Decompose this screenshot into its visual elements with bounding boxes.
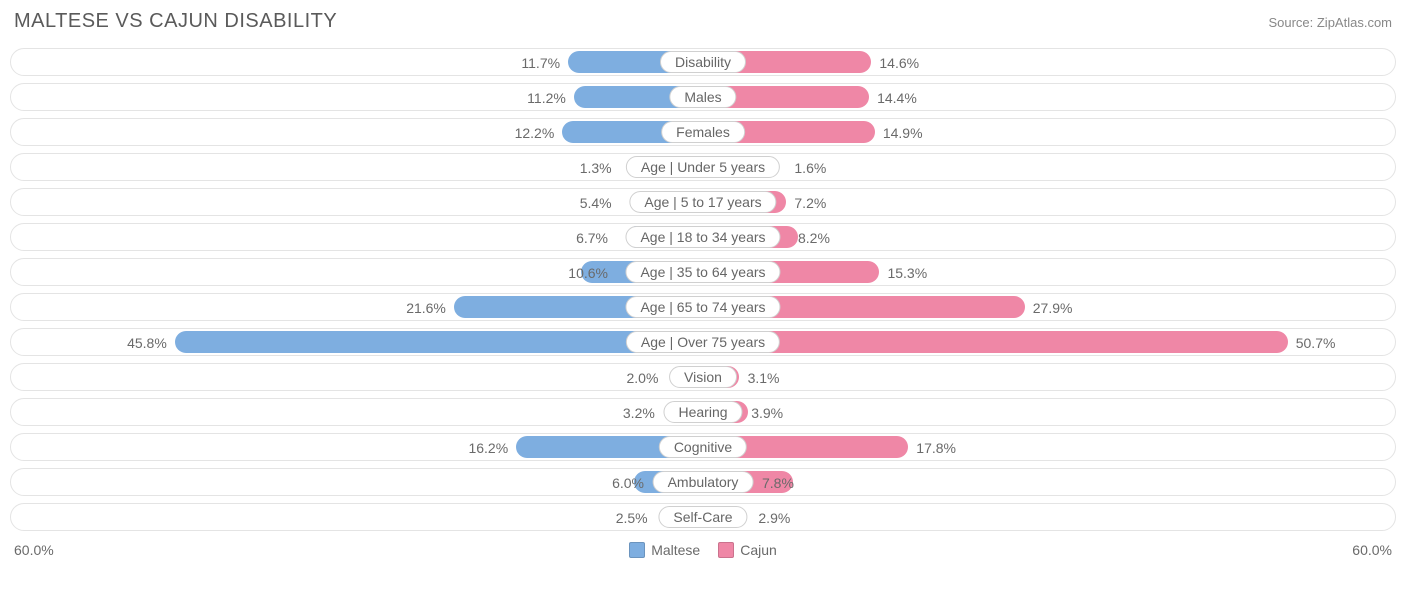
legend: Maltese Cajun [54, 542, 1353, 558]
table-row: 3.2% 3.9% Hearing [10, 398, 1396, 426]
category-label: Age | 5 to 17 years [629, 191, 776, 213]
value-label-maltese: 16.2% [468, 434, 508, 462]
value-label-maltese: 2.5% [616, 504, 648, 532]
chart-footer: 60.0% Maltese Cajun 60.0% [10, 538, 1396, 558]
value-label-cajun: 8.2% [798, 224, 830, 252]
chart-header: MALTESE VS CAJUN DISABILITY Source: ZipA… [10, 10, 1396, 41]
table-row: 11.7% 14.6% Disability [10, 48, 1396, 76]
value-label-cajun: 17.8% [916, 434, 956, 462]
table-row: 21.6% 27.9% Age | 65 to 74 years [10, 293, 1396, 321]
value-label-maltese: 6.0% [612, 469, 644, 497]
value-label-cajun: 3.1% [748, 364, 780, 392]
table-row: 2.5% 2.9% Self-Care [10, 503, 1396, 531]
legend-item-maltese: Maltese [629, 542, 700, 558]
bar-cajun [703, 331, 1288, 353]
category-label: Males [669, 86, 736, 108]
table-row: 45.8% 50.7% Age | Over 75 years [10, 328, 1396, 356]
category-label: Ambulatory [653, 471, 754, 493]
value-label-cajun: 14.9% [883, 119, 923, 147]
legend-label-maltese: Maltese [651, 542, 700, 558]
table-row: 6.0% 7.8% Ambulatory [10, 468, 1396, 496]
value-label-cajun: 7.2% [794, 189, 826, 217]
value-label-maltese: 10.6% [568, 259, 608, 287]
category-label: Vision [669, 366, 737, 388]
value-label-maltese: 45.8% [127, 329, 167, 357]
value-label-cajun: 3.9% [751, 399, 783, 427]
value-label-cajun: 2.9% [758, 504, 790, 532]
category-label: Age | Under 5 years [626, 156, 780, 178]
table-row: 12.2% 14.9% Females [10, 118, 1396, 146]
table-row: 11.2% 14.4% Males [10, 83, 1396, 111]
value-label-maltese: 1.3% [580, 154, 612, 182]
diverging-bar-chart: 11.7% 14.6% Disability 11.2% 14.4% Males 12.2%… [10, 48, 1396, 531]
bar-maltese [175, 331, 703, 353]
table-row: 6.7% 8.2% Age | 18 to 34 years [10, 223, 1396, 251]
value-label-cajun: 14.6% [879, 49, 919, 77]
category-label: Females [661, 121, 745, 143]
value-label-cajun: 50.7% [1296, 329, 1336, 357]
legend-label-cajun: Cajun [740, 542, 777, 558]
axis-max-right: 60.0% [1352, 542, 1392, 558]
table-row: 10.6% 15.3% Age | 35 to 64 years [10, 258, 1396, 286]
value-label-cajun: 1.6% [794, 154, 826, 182]
category-label: Age | 35 to 64 years [625, 261, 780, 283]
value-label-cajun: 7.8% [762, 469, 794, 497]
category-label: Self-Care [658, 506, 747, 528]
chart-source: Source: ZipAtlas.com [1268, 15, 1392, 30]
legend-swatch-cajun [718, 542, 734, 558]
value-label-maltese: 21.6% [406, 294, 446, 322]
legend-swatch-maltese [629, 542, 645, 558]
value-label-cajun: 15.3% [887, 259, 927, 287]
value-label-maltese: 12.2% [515, 119, 555, 147]
category-label: Age | 65 to 74 years [625, 296, 780, 318]
table-row: 16.2% 17.8% Cognitive [10, 433, 1396, 461]
category-label: Age | Over 75 years [626, 331, 780, 353]
value-label-maltese: 5.4% [580, 189, 612, 217]
table-row: 5.4% 7.2% Age | 5 to 17 years [10, 188, 1396, 216]
value-label-cajun: 14.4% [877, 84, 917, 112]
legend-item-cajun: Cajun [718, 542, 777, 558]
value-label-maltese: 11.2% [527, 84, 566, 112]
chart-title: MALTESE VS CAJUN DISABILITY [14, 10, 337, 33]
axis-max-left: 60.0% [14, 542, 54, 558]
category-label: Cognitive [659, 436, 747, 458]
value-label-maltese: 3.2% [623, 399, 655, 427]
value-label-maltese: 2.0% [626, 364, 658, 392]
category-label: Age | 18 to 34 years [625, 226, 780, 248]
value-label-maltese: 11.7% [521, 49, 560, 77]
table-row: 2.0% 3.1% Vision [10, 363, 1396, 391]
category-label: Hearing [663, 401, 742, 423]
category-label: Disability [660, 51, 746, 73]
value-label-cajun: 27.9% [1033, 294, 1073, 322]
table-row: 1.3% 1.6% Age | Under 5 years [10, 153, 1396, 181]
value-label-maltese: 6.7% [576, 224, 608, 252]
